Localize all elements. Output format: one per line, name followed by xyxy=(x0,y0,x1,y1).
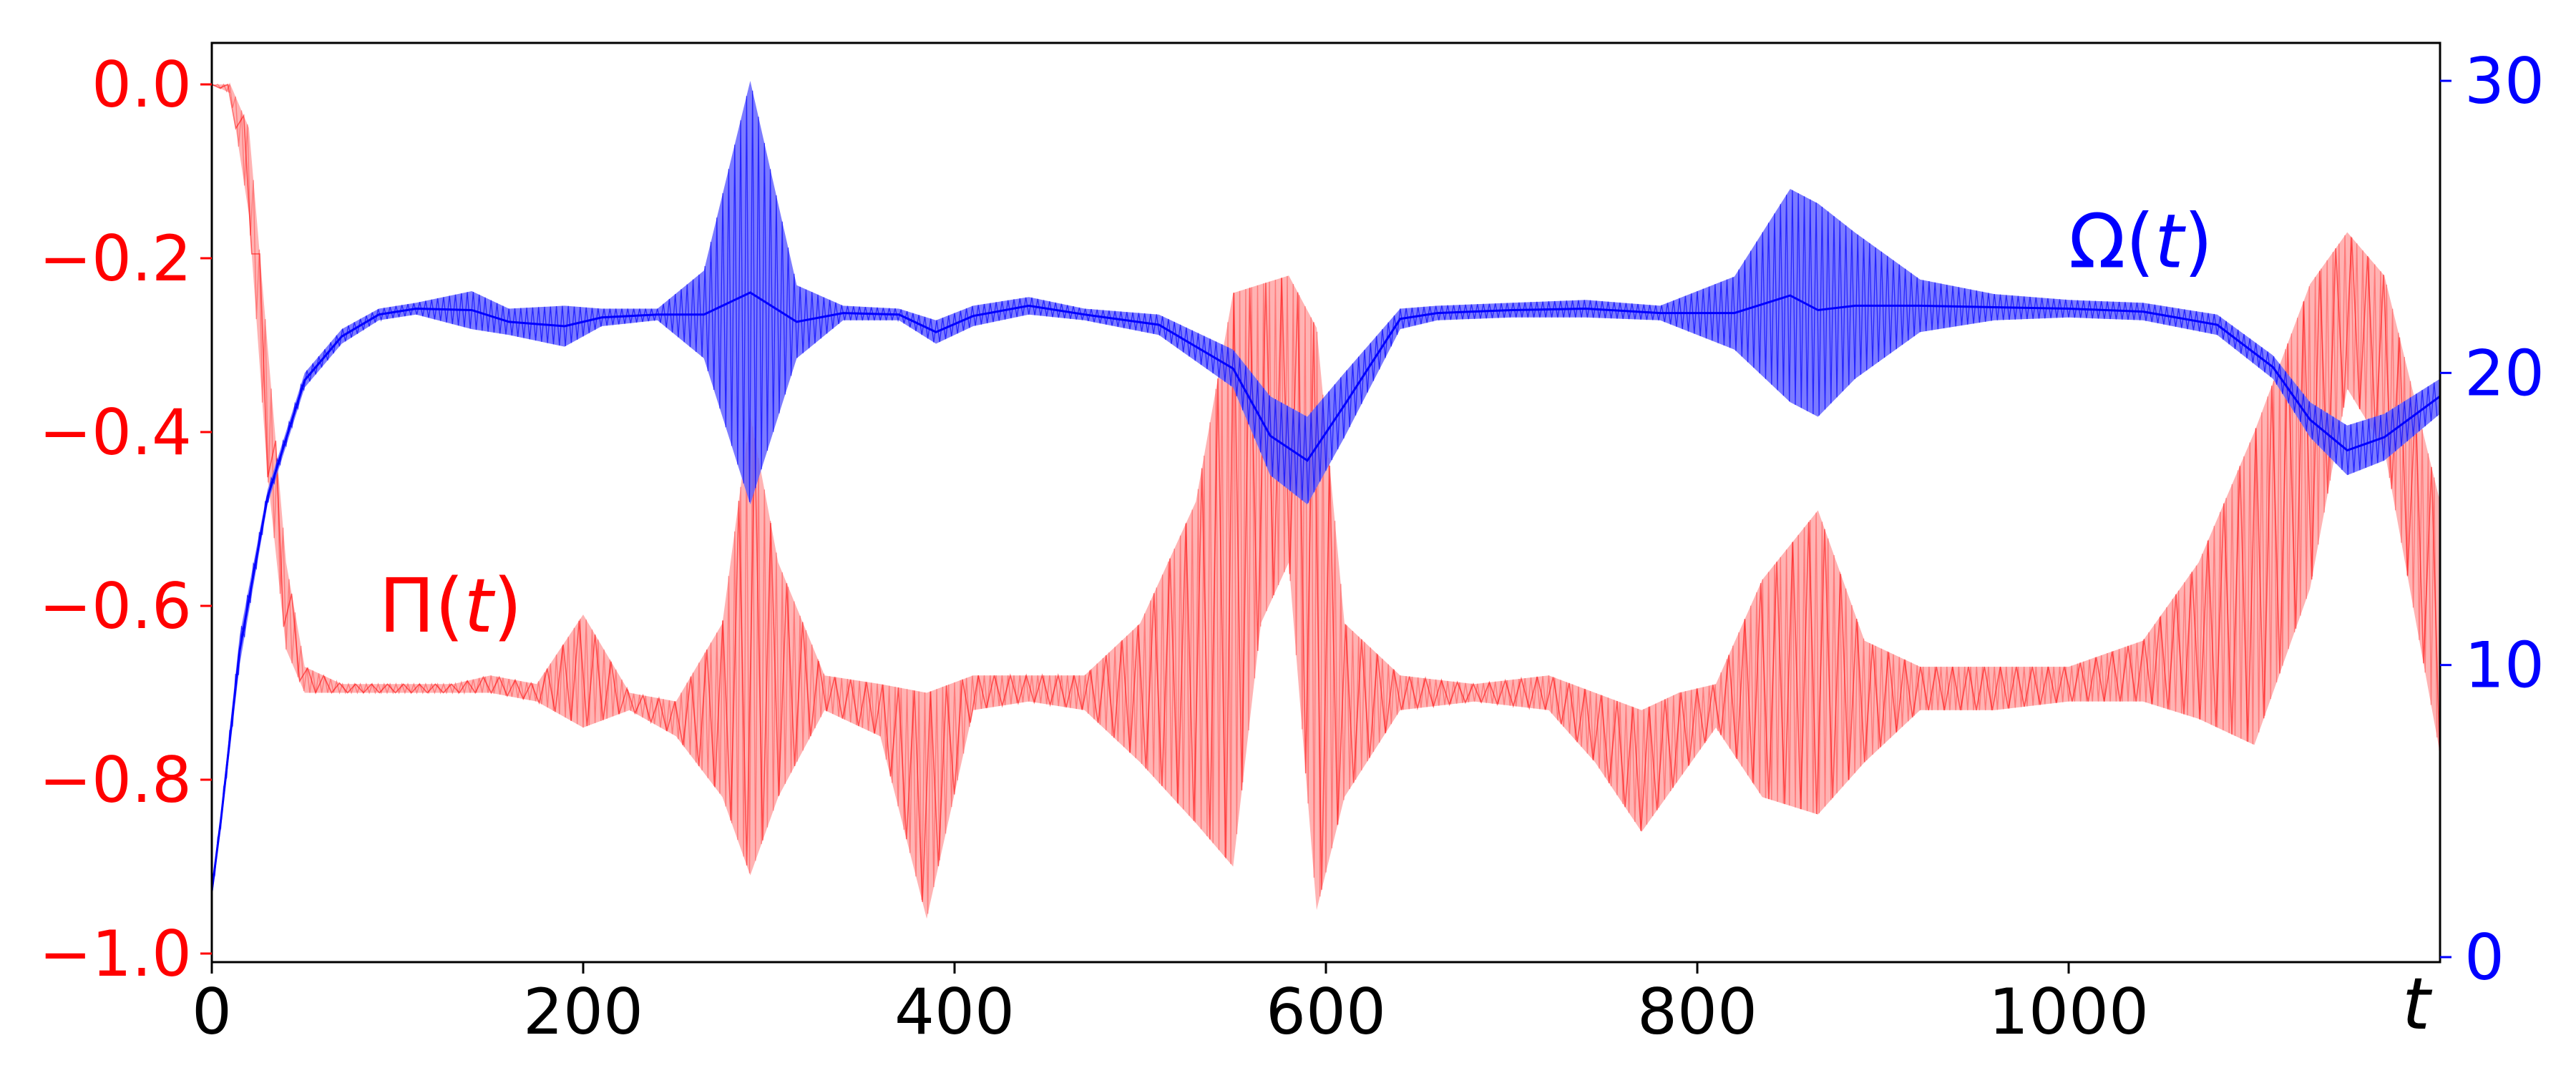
y-right-tick-label: 20 xyxy=(2464,336,2545,410)
omega-center-line xyxy=(212,291,2440,892)
x-tick-label: 800 xyxy=(1637,975,1757,1049)
x-tick-label: 400 xyxy=(894,975,1015,1049)
y-left-tick-label: 0.0 xyxy=(92,48,192,122)
x-axis-label: t xyxy=(2402,962,2433,1046)
x-tick-label: 200 xyxy=(523,975,643,1049)
series-layer xyxy=(212,81,2440,919)
x-tick-label: 1000 xyxy=(1989,975,2149,1049)
ticks-layer: 0 200 400 600 800 10000.0−0.2−0.4−0.6−0.8−1.0… xyxy=(39,44,2545,1049)
y-left-tick-label: −1.0 xyxy=(39,917,192,991)
y-right-tick-label: 30 xyxy=(2464,44,2545,118)
y-left-tick-label: −0.4 xyxy=(39,396,192,469)
y-left-tick-label: −0.8 xyxy=(39,743,192,817)
annotation-layer: Π(t) Ω(t) xyxy=(379,198,2213,650)
pi-oscillation-overlay xyxy=(212,83,2440,902)
y-right-tick-label: 0 xyxy=(2464,921,2504,994)
pi-oscillation-line xyxy=(212,82,2438,914)
y-right-tick-label: 10 xyxy=(2464,629,2545,702)
pi-series-label: Π(t) xyxy=(379,562,522,650)
omega-series-label: Ω(t) xyxy=(2069,198,2212,285)
y-left-tick-label: −0.6 xyxy=(39,569,192,643)
y-left-tick-label: −0.2 xyxy=(39,222,192,295)
x-tick-label: 600 xyxy=(1266,975,1386,1049)
x-tick-label: 0 xyxy=(192,975,232,1049)
